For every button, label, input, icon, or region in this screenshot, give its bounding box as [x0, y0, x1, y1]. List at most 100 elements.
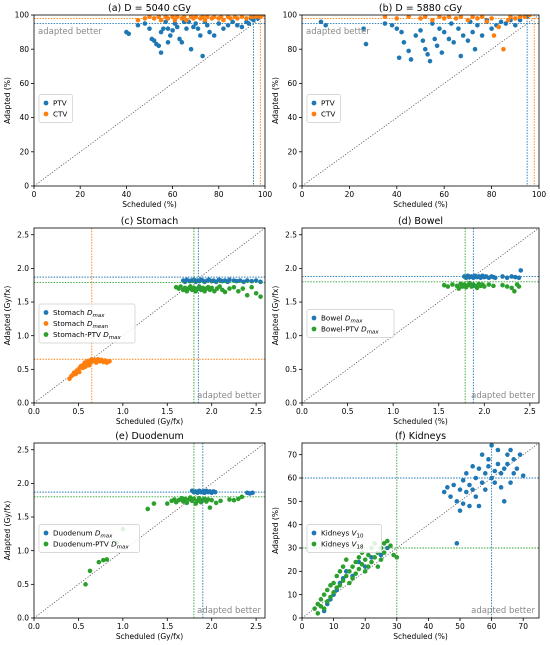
legend-label: CTV — [53, 110, 67, 119]
data-point — [434, 43, 440, 49]
data-point — [378, 552, 384, 558]
data-point — [213, 500, 219, 506]
data-point — [457, 487, 463, 492]
data-point — [200, 15, 205, 20]
data-point — [324, 587, 330, 593]
data-point — [420, 38, 426, 43]
y-axis-label: Adapted (Gy/fx) — [3, 286, 12, 346]
y-axis-label: Adapted (%) — [271, 77, 280, 124]
data-point — [135, 22, 141, 28]
data-point — [212, 489, 218, 495]
data-point — [382, 21, 388, 26]
data-point — [207, 505, 213, 510]
data-point — [258, 294, 263, 299]
data-point — [227, 286, 232, 291]
data-point — [363, 41, 369, 47]
data-point — [191, 496, 197, 502]
data-point — [445, 485, 450, 490]
adapted-better-annotation: adapted better — [471, 391, 535, 401]
legend-subscript: max — [100, 533, 113, 539]
series-b-0 — [318, 15, 530, 64]
data-point — [474, 285, 480, 291]
data-point — [165, 40, 171, 45]
legend-subscript: max — [367, 329, 380, 335]
x-tick-label: 2.5 — [250, 622, 262, 631]
legend-label-text: Stomach — [53, 319, 85, 328]
y-tick-label: 60 — [287, 79, 297, 88]
series-d-0 — [461, 268, 524, 281]
data-point — [470, 487, 475, 492]
data-point — [460, 478, 466, 483]
identity-line — [34, 15, 265, 186]
panel-e: (e) Duodenum 0.0 0.5 1.0 1.5 2.0 2.5 0.0 0.5 1.0 1… — [3, 431, 266, 641]
data-point — [475, 16, 480, 21]
x-tick-label: 1.0 — [117, 407, 129, 416]
data-point — [209, 285, 214, 291]
data-point — [503, 21, 509, 26]
data-point — [501, 499, 507, 504]
data-point — [167, 33, 173, 38]
data-point — [475, 22, 480, 28]
data-point — [142, 21, 148, 26]
data-point — [321, 606, 327, 611]
data-point — [456, 286, 462, 291]
legend-label-text: Kidneys — [321, 540, 350, 549]
y-tick-label: 60 — [287, 474, 297, 483]
panel-c: (c) Stomach 0.0 0.5 1.0 1.5 2.0 2.5 0.0 0.5 1.0 1.… — [3, 216, 266, 426]
data-point — [179, 40, 185, 45]
x-tick-label: 50 — [455, 622, 465, 631]
data-point — [318, 597, 324, 602]
data-point — [163, 19, 168, 25]
data-point — [445, 284, 451, 289]
adapted-better-annotation: adapted better — [38, 27, 102, 37]
y-tick-label: 2.5 — [17, 230, 29, 239]
data-point — [498, 471, 504, 476]
data-point — [512, 288, 517, 294]
data-point — [321, 592, 327, 597]
data-point — [413, 33, 419, 38]
legend-label-text: Stomach-PTV — [53, 330, 101, 339]
x-tick-label: 0.0 — [28, 622, 40, 631]
plot-area — [302, 15, 539, 186]
data-point — [486, 282, 492, 287]
data-point — [253, 278, 259, 283]
data-point — [158, 29, 164, 35]
data-point — [486, 457, 491, 462]
x-tick-label: 0 — [300, 622, 305, 631]
legend-label: Stomach Dmean — [53, 319, 109, 330]
data-point — [174, 24, 180, 30]
data-point — [504, 275, 510, 281]
data-point — [158, 50, 164, 55]
data-point — [188, 284, 193, 289]
data-point — [451, 482, 456, 488]
x-tick-label: 10 — [329, 622, 339, 631]
identity-line — [34, 443, 265, 618]
data-point — [104, 557, 110, 562]
y-tick-label: 0 — [292, 182, 297, 191]
x-tick-label: 20 — [345, 190, 355, 199]
data-point — [184, 500, 190, 506]
data-point — [93, 360, 99, 365]
data-point — [484, 19, 490, 25]
data-point — [347, 569, 352, 574]
data-point — [432, 36, 438, 42]
legend-label-text: CTV — [53, 110, 67, 119]
data-point — [491, 33, 497, 38]
data-point — [246, 21, 252, 26]
data-point — [465, 38, 471, 43]
data-point — [241, 279, 246, 285]
x-tick-label: 100 — [258, 190, 273, 199]
x-tick-label: 40 — [424, 622, 434, 631]
x-axis-label: Scheduled (Gy/fx) — [116, 632, 183, 641]
data-point — [239, 15, 245, 20]
legend-marker — [311, 315, 317, 321]
adapted-better-annotation: adapted better — [471, 606, 535, 616]
data-point — [258, 279, 263, 285]
data-point — [509, 285, 514, 291]
data-point — [200, 285, 206, 291]
y-tick-label: 80 — [287, 45, 297, 54]
chart-title: (e) Duodenum — [115, 431, 184, 442]
data-point — [516, 284, 522, 289]
data-point — [96, 559, 102, 565]
axes-frame — [33, 14, 266, 187]
